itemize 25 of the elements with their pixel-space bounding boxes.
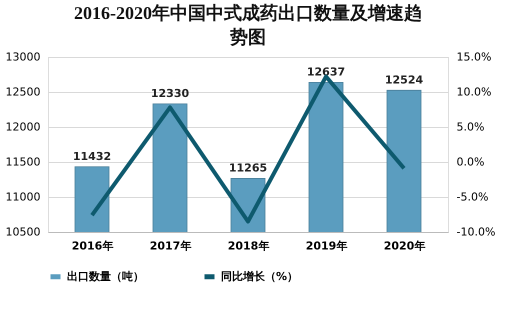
y2-tick-label: 15.0% [456, 50, 492, 64]
data-label: 11265 [228, 161, 268, 174]
data-label: 12637 [306, 65, 346, 78]
y2-tick-label: 10.0% [456, 86, 492, 98]
legend-label: 同比增长（%） [221, 270, 298, 283]
x-tick-label: 2020年 [384, 240, 426, 252]
data-label: 11432 [72, 150, 112, 163]
y2-tick-label: -10.0% [456, 226, 496, 238]
x-tick-label: 2016年 [72, 240, 114, 252]
y2-tick-label: 5.0% [456, 120, 484, 134]
data-label: 12524 [384, 73, 424, 86]
y-tick-label: 12000 [6, 120, 40, 134]
legend-label: 出口数量（吨） [67, 270, 144, 283]
chart-title: 2016-2020年中国中式成药出口数量及增速趋势图 [74, 3, 422, 47]
y-tick-label: 11000 [6, 190, 40, 204]
x-tick-label: 2019年 [306, 240, 348, 252]
y-tick-label: 11500 [6, 156, 40, 168]
x-tick-label: 2018年 [228, 240, 270, 252]
y2-tick-label: 0.0% [456, 156, 484, 168]
y-tick-label: 12500 [6, 86, 40, 98]
y-tick-label: 13000 [6, 50, 40, 64]
x-tick-label: 2017年 [150, 240, 192, 252]
y-tick-label: 10500 [6, 226, 40, 238]
y2-tick-label: -5.0% [456, 190, 488, 204]
data-label: 12330 [150, 86, 190, 100]
